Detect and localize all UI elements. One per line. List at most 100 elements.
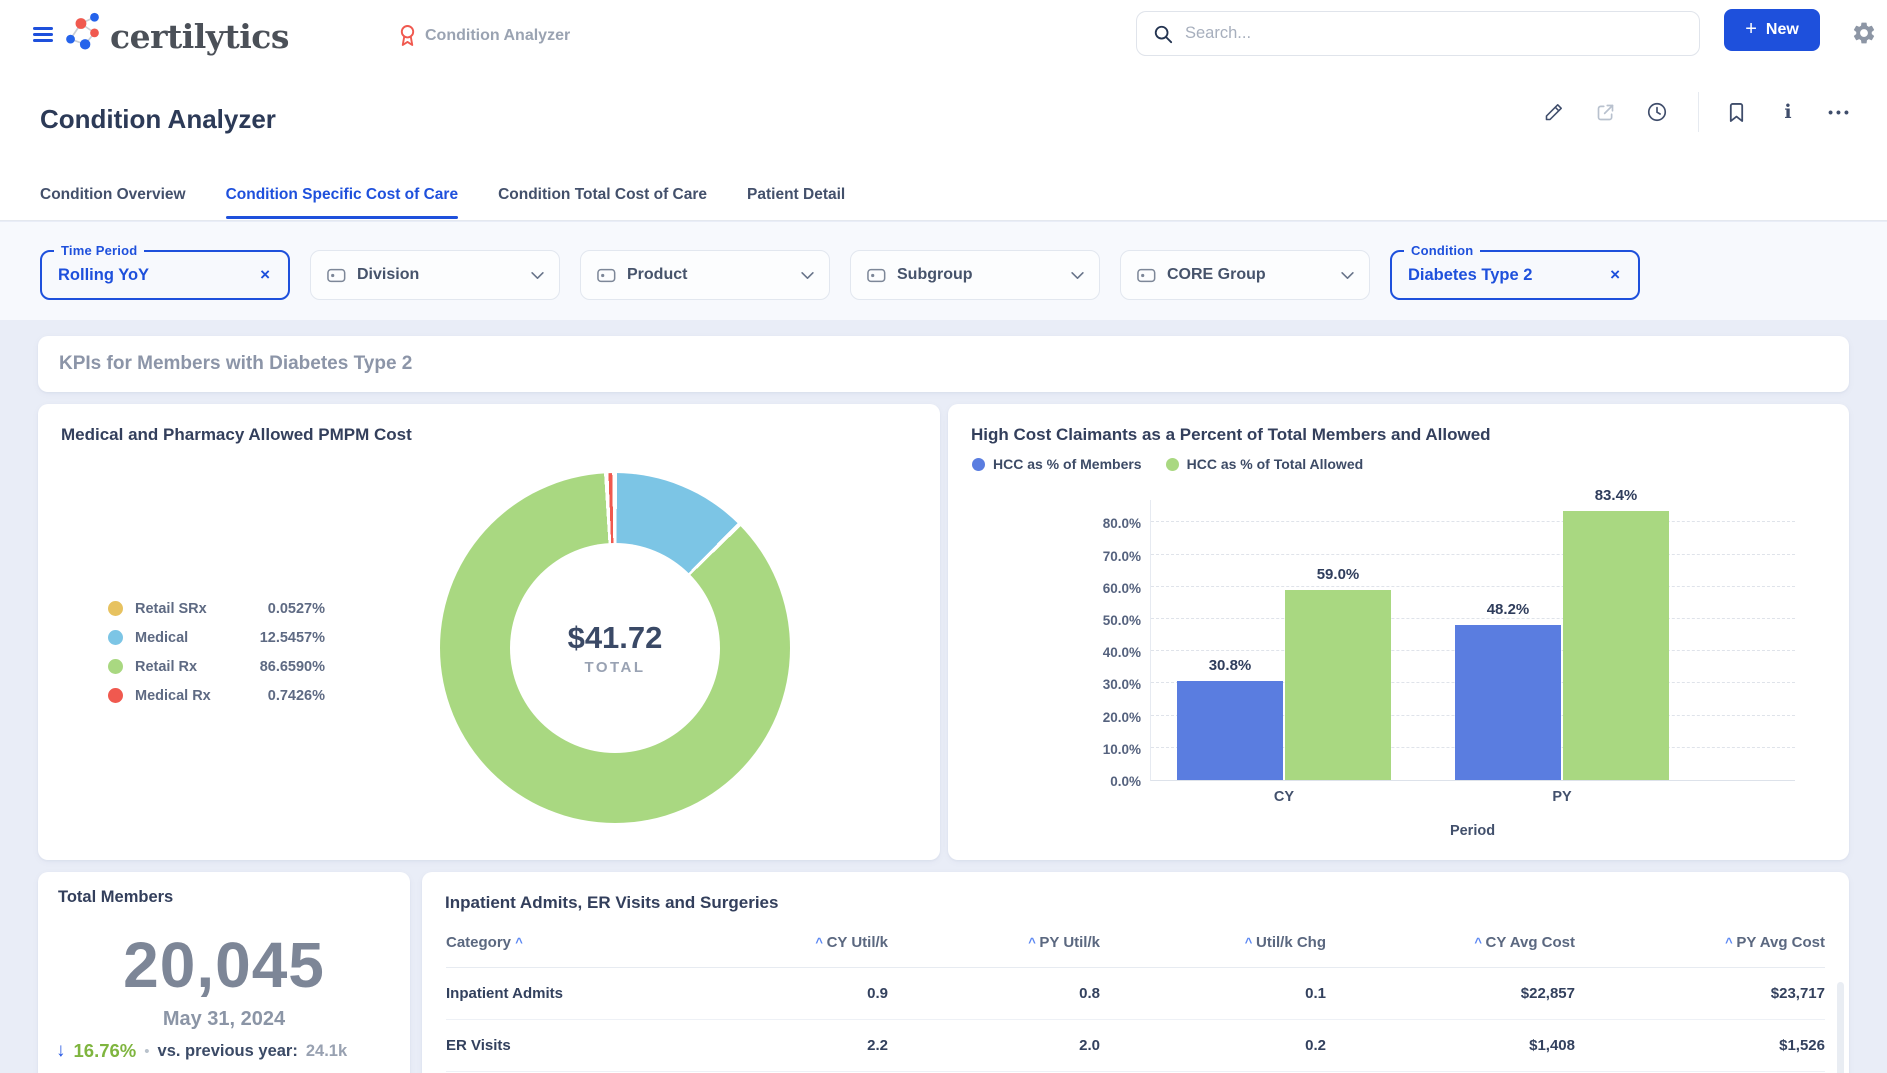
filter-condition[interactable]: Condition Diabetes Type 2 ×	[1390, 243, 1640, 300]
legend-label: HCC as % of Total Allowed	[1186, 456, 1364, 472]
edit-pencil-button[interactable]	[1538, 95, 1568, 129]
settings-button[interactable]	[1849, 18, 1879, 48]
app-header: certilytics Condition Analyzer + New	[0, 0, 1887, 72]
sort-caret-icon: ^	[1725, 935, 1737, 950]
utilization-table-card: Inpatient Admits, ER Visits and Surgerie…	[422, 872, 1849, 1073]
filter-division[interactable]: Division	[310, 250, 560, 300]
y-axis-tick-label: 40.0%	[1102, 645, 1141, 661]
chevron-down-icon	[1071, 271, 1084, 279]
column-header-category[interactable]: Category ^	[446, 920, 708, 968]
filter-product[interactable]: Product	[580, 250, 830, 300]
y-axis-tick-label: 20.0%	[1102, 709, 1141, 725]
menu-icon[interactable]	[33, 27, 53, 46]
bar-value-label: 59.0%	[1316, 566, 1360, 584]
filter-time-period[interactable]: Time Period Rolling YoY ×	[40, 243, 290, 300]
py-hcc-as-of-members-bar	[1455, 624, 1561, 780]
tag-icon	[867, 268, 886, 282]
gridline	[1151, 618, 1795, 619]
comparison-label: vs. previous year:	[157, 1041, 298, 1060]
clear-filter-button[interactable]: ×	[260, 265, 270, 284]
donut-total-label: TOTAL	[584, 659, 646, 676]
table-scrollbar[interactable]	[1837, 982, 1844, 1073]
filter-selected-value: Diabetes Type 2	[1408, 265, 1533, 284]
open-in-new-button[interactable]	[1590, 95, 1620, 129]
column-header-cy-avg-cost[interactable]: ^ CY Avg Cost	[1326, 920, 1575, 968]
column-label: PY Util/k	[1039, 934, 1100, 951]
legend-swatch	[972, 457, 985, 471]
search-input[interactable]	[1185, 24, 1645, 43]
column-header-cy-util-k[interactable]: ^ CY Util/k	[708, 920, 888, 968]
tab-patient-detail[interactable]: Patient Detail	[747, 186, 846, 203]
legend-label: HCC as % of Members	[993, 456, 1142, 472]
gridline	[1151, 553, 1795, 555]
tag-icon	[597, 268, 616, 282]
row-value: $1,526	[1779, 1037, 1825, 1054]
plus-icon: +	[1745, 17, 1757, 40]
legend-value: 86.6590%	[259, 658, 325, 675]
cy-hcc-as-of-members-bar	[1177, 680, 1283, 780]
clear-filter-button[interactable]: ×	[1610, 265, 1620, 284]
legend-label: Retail SRx	[135, 600, 207, 617]
column-header-util-k-chg[interactable]: ^ Util/k Chg	[1100, 920, 1326, 968]
legend-item-retail-rx: Retail Rx 86.6590%	[108, 652, 325, 681]
filter-core-group[interactable]: CORE Group	[1120, 250, 1370, 300]
filter-subgroup[interactable]: Subgroup	[850, 250, 1100, 300]
bookmark-button[interactable]	[1721, 95, 1751, 129]
filter-bar: Time Period Rolling YoY × Division Product Su…	[0, 222, 1887, 320]
more-options-button[interactable]: •••	[1825, 95, 1855, 129]
ribbon-icon	[400, 25, 415, 46]
page-title: Condition Analyzer	[40, 104, 276, 134]
y-axis-tick-label: 70.0%	[1102, 548, 1141, 564]
filter-floating-label: Time Period	[54, 243, 145, 258]
legend-value: 0.7426%	[267, 687, 325, 704]
column-label: CY Util/k	[826, 934, 888, 951]
table-body: Inpatient Admits 0.9 0.8 0.1 $22,857 $23,717 E…	[446, 968, 1825, 1072]
sort-caret-icon: ^	[1244, 935, 1256, 950]
sort-caret-icon: ^	[1474, 935, 1486, 950]
chevron-down-icon	[1341, 271, 1354, 279]
filter-name: Subgroup	[897, 266, 973, 283]
new-button[interactable]: + New	[1724, 9, 1820, 51]
pmpm-cost-card: Medical and Pharmacy Allowed PMPM Cost R…	[38, 404, 940, 860]
history-button[interactable]	[1642, 95, 1672, 129]
legend-swatch	[1165, 457, 1179, 471]
bar-value-label: 48.2%	[1486, 600, 1530, 618]
chevron-down-icon	[531, 271, 544, 279]
dashboard-body: KPIs for Members with Diabetes Type 2 Me…	[0, 320, 1887, 1073]
comparison-value: 24.1k	[305, 1041, 348, 1060]
column-header-py-avg-cost[interactable]: ^ PY Avg Cost	[1575, 920, 1825, 968]
column-label: Category	[446, 934, 516, 951]
app-badge: Condition Analyzer	[398, 24, 570, 47]
hcc-legend: HCC as % of Members HCC as % of Total All…	[972, 456, 1363, 472]
legend-value: 12.5457%	[259, 629, 325, 646]
certilytics-logo[interactable]: certilytics	[60, 11, 289, 61]
legend-swatch	[108, 630, 123, 645]
global-search	[1136, 11, 1700, 56]
total-members-card: Total Members 20,045 May 31, 2024 ↓ 16.7…	[38, 872, 410, 1073]
pmpm-chart-title: Medical and Pharmacy Allowed PMPM Cost	[61, 425, 412, 444]
row-value: 0.1	[1305, 985, 1326, 1002]
py-hcc-as-of-total-allowed-bar	[1563, 511, 1669, 780]
pmpm-legend: Retail SRx 0.0527% Medical 12.5457% Retail R…	[108, 594, 325, 710]
row-value: $1,408	[1529, 1037, 1575, 1054]
open-in-new-icon	[1597, 104, 1613, 120]
info-button[interactable]: i	[1773, 95, 1803, 129]
bar-value-label: 83.4%	[1594, 487, 1638, 505]
utilization-table: Category ^ ^ CY Util/k ^ PY Util/k ^ Util/k…	[446, 920, 1825, 1072]
row-value: 0.9	[867, 985, 888, 1002]
filter-floating-label: Condition	[1404, 243, 1481, 258]
logo-network-icon	[66, 12, 99, 50]
tab-condition-total-cost-of-care[interactable]: Condition Total Cost of Care	[498, 186, 708, 203]
new-button-label: New	[1765, 21, 1799, 38]
tab-condition-specific-cost-of-care[interactable]: Condition Specific Cost of Care	[225, 186, 458, 219]
sort-caret-icon: ^	[515, 935, 523, 950]
gridline	[1151, 521, 1795, 523]
row-category: Inpatient Admits	[446, 985, 563, 1002]
row-category: ER Visits	[446, 1037, 511, 1054]
column-header-py-util-k[interactable]: ^ PY Util/k	[888, 920, 1100, 968]
tab-bar: Condition Overview Condition Specific Cos…	[40, 186, 845, 219]
y-axis-tick-label: 60.0%	[1102, 580, 1141, 596]
filter-name: Product	[627, 266, 688, 283]
tab-condition-overview[interactable]: Condition Overview	[40, 186, 186, 203]
y-axis-tick-label: 30.0%	[1102, 677, 1141, 693]
